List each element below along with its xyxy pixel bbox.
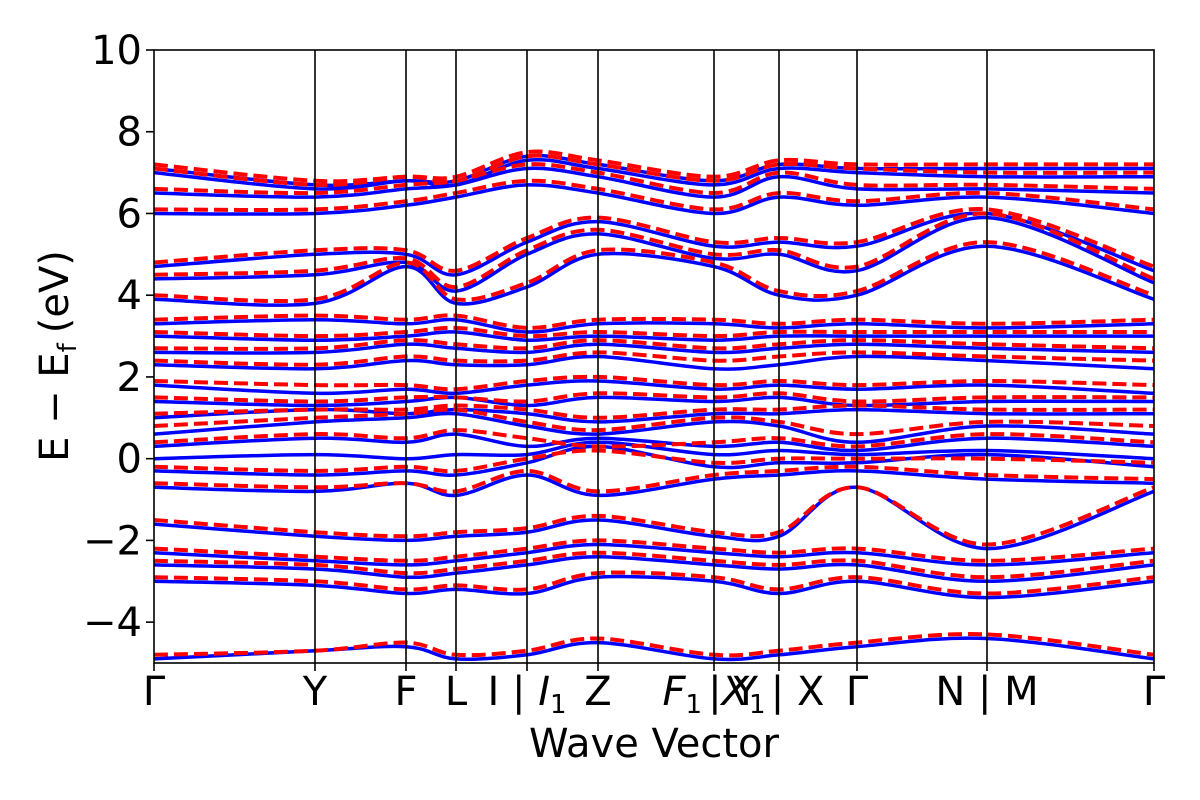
- band-line-red-dashed: [154, 538, 1154, 563]
- high-symmetry-lines: [153, 50, 1155, 671]
- band-line-blue: [154, 485, 1154, 551]
- y-axis-label-subscript: f: [53, 342, 83, 352]
- x-tick-label-gamma-end: Γ: [1143, 669, 1166, 715]
- band-line-blue: [154, 342, 1154, 355]
- y-axis-label: E − Ef (eV): [32, 250, 83, 462]
- band-line-blue: [154, 379, 1154, 396]
- x-tick-label-gamma-start: Γ: [143, 669, 166, 715]
- x-axis-label: Wave Vector: [529, 721, 780, 767]
- band-line-blue: [154, 542, 1154, 567]
- band-line-blue: [154, 317, 1154, 334]
- band-line-red-dashed: [154, 374, 1154, 392]
- band-line-red-dashed: [154, 428, 1154, 449]
- band-line-red-dashed: [154, 325, 1154, 339]
- band-line-red-dashed: [154, 207, 1154, 273]
- x-tick-label-F1-X1: F1 |X1: [663, 669, 766, 720]
- x-tick-label-I1-subscript: 1: [550, 690, 567, 720]
- band-line-red-dashed: [154, 391, 1154, 404]
- x-tick-label-Z: Z: [584, 669, 611, 715]
- band-line-red-dashed: [154, 350, 1154, 367]
- band-line-red-dashed: [154, 407, 1154, 437]
- band-line-red-dashed: [154, 178, 1154, 212]
- plot-frame: [153, 49, 1155, 664]
- x-tick-label-F1: F: [663, 669, 687, 715]
- x-tick-label-I: I |: [487, 669, 525, 715]
- band-line-red-dashed: [154, 403, 1154, 420]
- band-line-red-dashed: [154, 550, 1154, 580]
- y-axis-label-unit: (eV): [32, 250, 78, 333]
- band-line-blue: [154, 215, 1154, 293]
- band-line-red-dashed: [154, 632, 1154, 658]
- x-tick-label-X1: X: [720, 669, 751, 715]
- band-line-red-dashed: [154, 240, 1154, 304]
- band-line-blue: [154, 395, 1154, 408]
- x-tick-label-F1-subscript: 1: [686, 690, 703, 720]
- y-tick-label: 4: [117, 273, 142, 319]
- band-line-red-dashed: [154, 464, 1154, 494]
- band-line-red-dashed: [154, 570, 1154, 596]
- y-tick-label: −4: [83, 600, 142, 646]
- band-line-blue: [154, 554, 1154, 584]
- bands-layer: [154, 149, 1154, 662]
- band-line-blue: [154, 244, 1154, 307]
- y-tick-label: 8: [117, 110, 142, 156]
- x-tick-label-gamma-mid: Γ: [846, 669, 869, 715]
- x-tick-label-Y-X: Y | X: [733, 669, 825, 715]
- band-line-blue: [154, 354, 1154, 371]
- band-line-blue: [154, 432, 1154, 453]
- band-line-red-dashed: [154, 313, 1154, 330]
- x-axis-tick-labels: Γ Y F L I | I1 Z F1 |X1 Y | X Γ N | M Γ: [143, 669, 1166, 720]
- band-line-red-dashed: [154, 338, 1154, 351]
- band-line-red-dashed: [154, 448, 1154, 474]
- band-line-blue: [154, 574, 1154, 600]
- band-line-blue: [154, 183, 1154, 216]
- x-tick-label-Y: Y: [302, 669, 328, 715]
- band-line-red-dashed: [154, 211, 1154, 289]
- band-line-red-dashed: [154, 162, 1154, 196]
- band-line-blue: [154, 411, 1154, 445]
- y-tick-label: 10: [91, 28, 142, 74]
- y-axis-label-main: E − E: [32, 352, 78, 462]
- band-line-blue: [154, 440, 1154, 461]
- x-tick-label-I-I1: I | I1: [487, 669, 566, 720]
- band-line-blue: [154, 211, 1154, 277]
- band-line-blue: [154, 166, 1154, 199]
- x-tick-label-X1-subscript: 1: [749, 690, 766, 720]
- y-tick-label: −2: [83, 518, 142, 564]
- x-tick-label-N-M: N | M: [935, 669, 1038, 715]
- band-line-red-dashed: [154, 149, 1154, 184]
- band-line-red-dashed: [154, 153, 1154, 188]
- band-line-blue: [154, 330, 1154, 342]
- y-axis-ticks: −4 −2 0 2 4 6 8 10: [83, 28, 154, 646]
- x-tick-label-I1: I: [538, 669, 550, 715]
- band-line-blue: [154, 469, 1154, 498]
- x-tick-label-L: L: [445, 669, 468, 715]
- x-tick-label-F1-separator: |: [708, 669, 721, 715]
- x-tick-label-F: F: [394, 669, 417, 715]
- band-line-red-dashed: [154, 485, 1154, 547]
- y-tick-label: 2: [117, 355, 142, 401]
- band-line-blue: [154, 157, 1154, 191]
- y-tick-label: 0: [117, 437, 142, 483]
- y-tick-label: 6: [117, 191, 142, 237]
